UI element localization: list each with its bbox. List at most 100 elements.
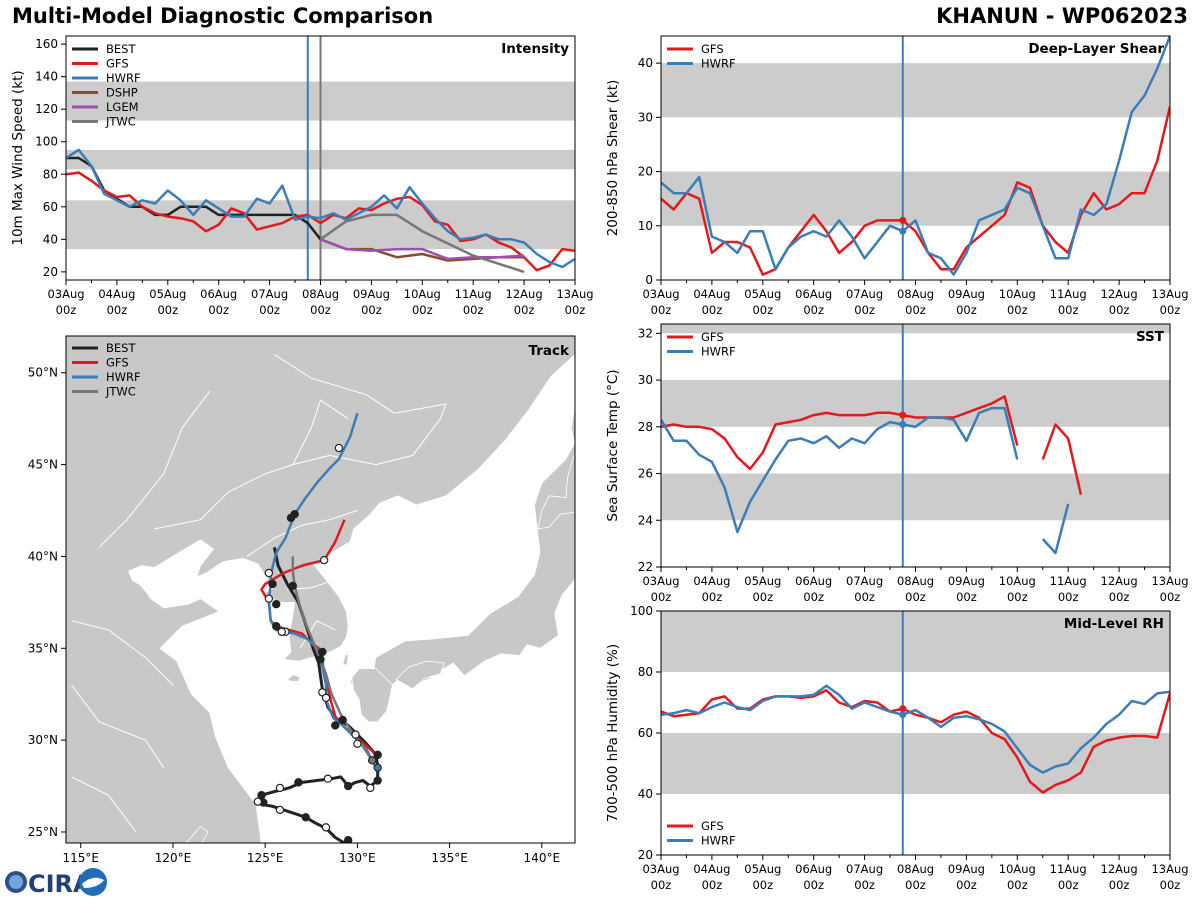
sst-ytick-label: 32 <box>638 326 653 340</box>
province-border <box>246 510 358 557</box>
track-point-best <box>373 750 382 760</box>
intensity-xtick-sublabel: 00z <box>514 303 535 317</box>
intensity-xtick-label: 10Aug <box>404 287 441 301</box>
intensity-ylabel: 10m Max Wind Speed (kt) <box>10 70 26 245</box>
intensity-ytick-label: 20 <box>43 265 58 279</box>
sst-legend-label: GFS <box>701 330 724 344</box>
rh-xtick-label: 11Aug <box>1050 862 1087 876</box>
rh-band <box>661 733 1170 794</box>
sst-band <box>661 380 1170 427</box>
rh-series-hwrf <box>661 684 1170 774</box>
track-point-best <box>272 599 281 609</box>
rh-xtick-label: 09Aug <box>948 862 985 876</box>
track-ytick-label: 45°N <box>28 458 58 472</box>
track-point-best <box>373 776 382 785</box>
intensity-ytick-label: 120 <box>35 102 58 116</box>
intensity-legend-label: LGEM <box>106 100 139 114</box>
sst-xtick-sublabel: 00z <box>702 590 723 604</box>
wave-icon <box>82 877 104 888</box>
rh-xtick-sublabel: 00z <box>854 878 875 892</box>
intensity-xtick-label: 09Aug <box>353 287 390 301</box>
track-point-hwrf <box>321 693 331 703</box>
shear-xtick-sublabel: 00z <box>1160 303 1181 317</box>
rh-title: Mid-Level RH <box>1064 616 1164 632</box>
track-xtick-label: 120°E <box>155 851 192 865</box>
sst-ytick-label: 22 <box>638 560 653 574</box>
shear-xtick-sublabel: 00z <box>702 303 723 317</box>
sakhalin-island <box>570 405 575 447</box>
intensity-xtick-label: 06Aug <box>200 287 237 301</box>
intensity-xtick-sublabel: 00z <box>412 303 433 317</box>
rh-xtick-sublabel: 00z <box>1058 878 1079 892</box>
shear-ytick-label: 10 <box>638 219 653 233</box>
province-border <box>71 620 174 686</box>
shikoku-island <box>395 660 445 690</box>
shear-xtick-sublabel: 00z <box>1058 303 1079 317</box>
track-point-best <box>318 647 327 657</box>
intensity-ytick-label: 60 <box>43 200 58 214</box>
track-point-best <box>316 655 325 664</box>
rh-xtick-label: 05Aug <box>744 862 781 876</box>
rh-ytick-label: 100 <box>630 604 653 618</box>
tsushima-island <box>342 654 349 666</box>
rh-xtick-sublabel: 00z <box>803 878 824 892</box>
intensity-legend-label: JTWC <box>105 115 136 129</box>
rh-xtick-label: 12Aug <box>1101 862 1138 876</box>
shear-xtick-label: 07Aug <box>846 287 883 301</box>
intensity-ytick-label: 80 <box>43 167 58 181</box>
shear-xtick-label: 10Aug <box>999 287 1036 301</box>
track-ytick-label: 25°N <box>28 825 58 839</box>
sst-xtick-label: 13Aug <box>1151 574 1188 588</box>
sst-series-gfs <box>661 395 1083 495</box>
sst-now-dot-hwrf <box>899 420 907 428</box>
track-point-best <box>331 721 340 730</box>
shear-ytick-label: 0 <box>645 273 653 287</box>
intensity-title: Intensity <box>501 41 569 57</box>
shear-xtick-label: 08Aug <box>897 287 934 301</box>
sst-band <box>661 324 1170 334</box>
sst-xtick-sublabel: 00z <box>1160 590 1181 604</box>
sst-xtick-label: 09Aug <box>948 574 985 588</box>
province-border <box>98 390 211 548</box>
track-point-best <box>272 622 281 631</box>
province-border <box>292 399 349 465</box>
shear-band <box>661 171 1170 226</box>
rh-now-dot-hwrf <box>899 711 907 719</box>
rh-legend-label: GFS <box>701 819 724 833</box>
shear-ytick-label: 40 <box>638 56 653 70</box>
rh-ylabel: 700-500 hPa Humidity (%) <box>605 644 621 822</box>
sst-xtick-sublabel: 00z <box>752 590 773 604</box>
shear-xtick-label: 06Aug <box>795 287 832 301</box>
track-xtick-label: 115°E <box>63 851 100 865</box>
rh-xtick-sublabel: 00z <box>702 878 723 892</box>
province-border <box>154 454 330 530</box>
intensity-xtick-label: 07Aug <box>251 287 288 301</box>
rh-ytick-label: 60 <box>638 726 653 740</box>
sst-ylabel: Sea Surface Temp (°C) <box>605 369 621 521</box>
shear-title: Deep-Layer Shear <box>1028 41 1164 57</box>
track-point-hwrf <box>264 594 274 603</box>
track-point-best <box>321 823 331 832</box>
shear-xtick-sublabel: 00z <box>956 303 977 317</box>
shear-ytick-label: 30 <box>638 110 653 124</box>
intensity-xtick-sublabel: 00z <box>157 303 178 317</box>
sst-xtick-sublabel: 00z <box>905 590 926 604</box>
track-xtick-label: 125°E <box>247 851 284 865</box>
shear-xtick-sublabel: 00z <box>803 303 824 317</box>
sst-xtick-label: 05Aug <box>744 574 781 588</box>
kyushu-island <box>351 668 393 723</box>
track-map <box>66 336 575 843</box>
track-point-best <box>343 781 353 791</box>
sst-xtick-label: 08Aug <box>897 574 934 588</box>
rh-xtick-sublabel: 00z <box>956 878 977 892</box>
track-ytick-label: 30°N <box>28 733 58 747</box>
track-title: Track <box>529 343 570 359</box>
shear-xtick-label: 09Aug <box>948 287 985 301</box>
rh-ytick-label: 20 <box>638 848 653 862</box>
intensity-legend-label: BEST <box>106 42 136 56</box>
track-frame <box>65 335 576 844</box>
sst-legend-label: HWRF <box>701 345 736 359</box>
rh-xtick-sublabel: 00z <box>1160 878 1181 892</box>
sst-series-hwrf <box>661 406 1070 555</box>
shear-now-dot-gfs <box>899 216 907 224</box>
